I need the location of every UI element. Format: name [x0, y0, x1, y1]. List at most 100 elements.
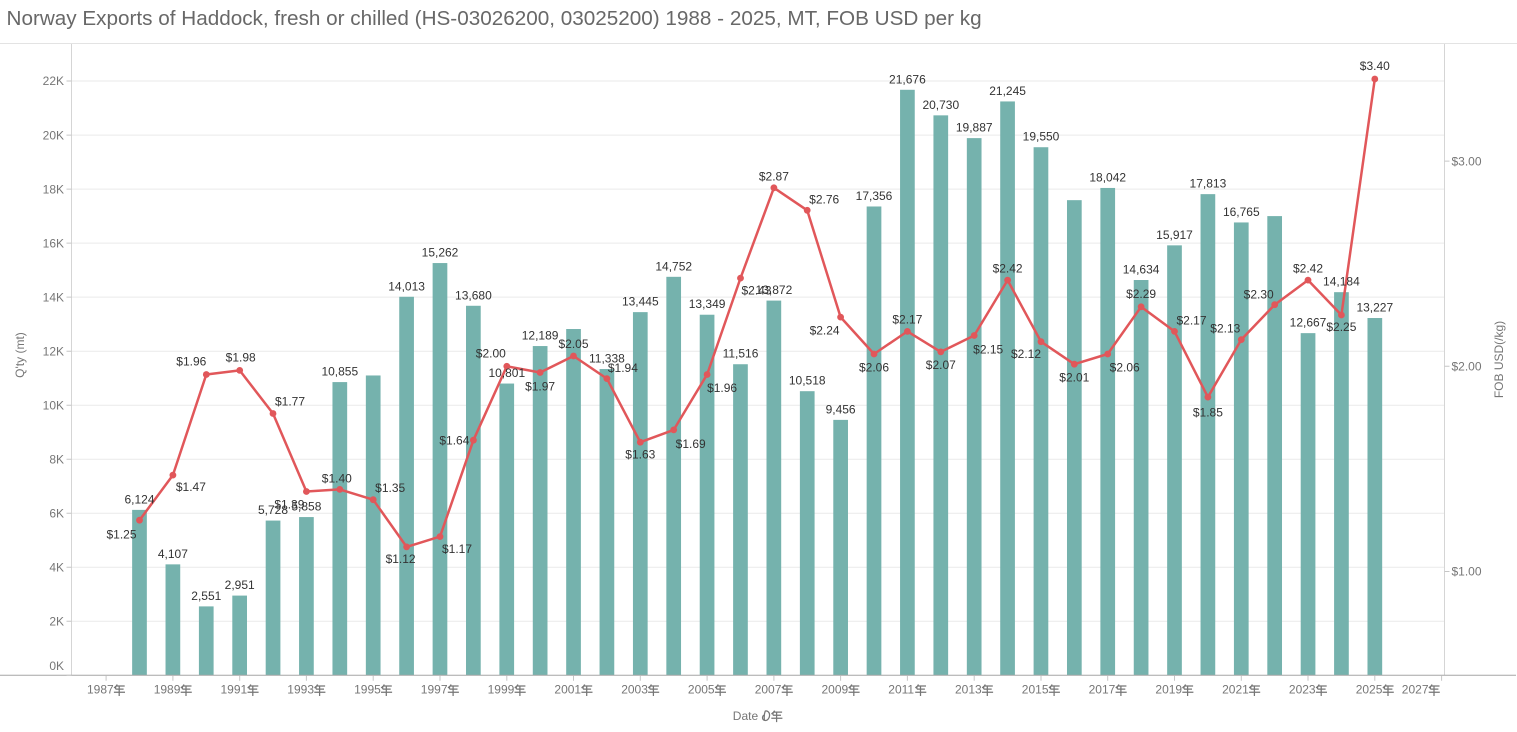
svg-text:15,917: 15,917 — [1156, 228, 1193, 242]
svg-text:12,667: 12,667 — [1290, 316, 1327, 330]
svg-text:$2.06: $2.06 — [859, 361, 889, 375]
svg-text:14,013: 14,013 — [388, 279, 425, 293]
svg-text:1989: 1989 — [154, 683, 181, 697]
svg-text:9,456: 9,456 — [826, 402, 856, 416]
svg-text:17,813: 17,813 — [1190, 177, 1227, 191]
svg-text:2,551: 2,551 — [191, 589, 221, 603]
svg-text:11,516: 11,516 — [723, 347, 759, 361]
svg-text:20K: 20K — [43, 128, 64, 142]
svg-text:14,184: 14,184 — [1323, 275, 1360, 289]
svg-text:2017: 2017 — [1089, 683, 1116, 697]
svg-text:$2.07: $2.07 — [926, 358, 956, 372]
svg-text:Date: Date — [733, 709, 759, 723]
svg-text:$1.00: $1.00 — [1452, 565, 1482, 579]
svg-text:2011: 2011 — [888, 683, 914, 697]
svg-text:19,887: 19,887 — [956, 121, 993, 135]
svg-text:5,728: 5,728 — [258, 503, 288, 517]
svg-text:1987: 1987 — [87, 683, 114, 697]
svg-text:13,445: 13,445 — [622, 295, 659, 309]
svg-text:1991: 1991 — [221, 683, 248, 697]
svg-text:12,189: 12,189 — [522, 329, 559, 343]
svg-text:$1.77: $1.77 — [275, 395, 305, 409]
svg-text:16,765: 16,765 — [1223, 205, 1260, 219]
svg-text:$2.01: $2.01 — [1059, 370, 1089, 384]
svg-text:$3.40: $3.40 — [1360, 59, 1390, 73]
svg-text:13,872: 13,872 — [756, 283, 793, 297]
svg-text:10,855: 10,855 — [321, 365, 358, 379]
svg-text:$2.00: $2.00 — [1452, 360, 1482, 374]
svg-text:2015: 2015 — [1022, 683, 1049, 697]
svg-text:16K: 16K — [43, 236, 64, 250]
svg-text:$1.97: $1.97 — [525, 380, 555, 394]
svg-text:1995: 1995 — [354, 683, 381, 697]
svg-text:13,680: 13,680 — [455, 288, 492, 302]
svg-text:20,730: 20,730 — [922, 98, 959, 112]
svg-text:6,124: 6,124 — [124, 492, 154, 506]
svg-text:$2.17: $2.17 — [1176, 314, 1206, 328]
svg-text:$1.35: $1.35 — [375, 481, 405, 495]
svg-text:$2.29: $2.29 — [1126, 287, 1156, 301]
svg-text:1999: 1999 — [488, 683, 515, 697]
svg-text:10,801: 10,801 — [488, 366, 525, 380]
svg-text:$2.00: $2.00 — [476, 347, 506, 361]
svg-text:$1.25: $1.25 — [106, 527, 136, 541]
svg-text:2025: 2025 — [1356, 683, 1383, 697]
svg-text:$2.42: $2.42 — [993, 261, 1023, 275]
svg-text:17,356: 17,356 — [856, 189, 893, 203]
svg-text:$2.42: $2.42 — [1293, 261, 1323, 275]
svg-text:8K: 8K — [49, 452, 64, 466]
svg-text:14K: 14K — [43, 290, 64, 304]
svg-text:$2.76: $2.76 — [809, 193, 839, 207]
svg-text:2001: 2001 — [554, 683, 581, 697]
svg-text:Norway Exports of Haddock, fre: Norway Exports of Haddock, fresh or chil… — [7, 7, 982, 30]
svg-text:2005: 2005 — [688, 683, 715, 697]
svg-text:21,245: 21,245 — [989, 84, 1026, 98]
svg-text:$1.64: $1.64 — [439, 433, 469, 447]
svg-text:$2.06: $2.06 — [1110, 361, 1140, 375]
svg-text:$1.17: $1.17 — [442, 542, 472, 556]
svg-text:$2.15: $2.15 — [973, 343, 1003, 357]
svg-text:2027: 2027 — [1402, 683, 1429, 697]
svg-text:$2.43: $2.43 — [741, 283, 771, 297]
svg-text:19,550: 19,550 — [1023, 130, 1060, 144]
svg-text:2007: 2007 — [755, 683, 782, 697]
svg-text:1993: 1993 — [287, 683, 314, 697]
svg-text:5,858: 5,858 — [291, 500, 321, 514]
svg-text:Q'ty (mt): Q'ty (mt) — [13, 332, 27, 378]
svg-text:12K: 12K — [43, 344, 64, 358]
svg-text:13,227: 13,227 — [1356, 301, 1393, 315]
svg-text:4K: 4K — [49, 561, 64, 575]
svg-text:$2.87: $2.87 — [759, 170, 789, 184]
svg-text:10,518: 10,518 — [789, 374, 826, 388]
svg-text:15,262: 15,262 — [422, 246, 459, 260]
svg-text:14,634: 14,634 — [1123, 263, 1160, 277]
svg-text:13,349: 13,349 — [689, 297, 726, 311]
svg-text:$2.13: $2.13 — [1210, 321, 1240, 335]
svg-text:14,752: 14,752 — [655, 259, 692, 273]
svg-text:0K: 0K — [49, 659, 64, 673]
svg-text:10K: 10K — [43, 398, 64, 412]
svg-text:1997: 1997 — [421, 683, 448, 697]
svg-text:$1.69: $1.69 — [676, 437, 706, 451]
svg-text:$1.47: $1.47 — [176, 480, 206, 494]
svg-text:2003: 2003 — [621, 683, 648, 697]
svg-text:6K: 6K — [49, 506, 64, 520]
svg-text:4,107: 4,107 — [158, 547, 188, 561]
svg-text:$1.98: $1.98 — [226, 351, 256, 365]
svg-text:$2.25: $2.25 — [1326, 320, 1356, 334]
svg-text:$3.00: $3.00 — [1452, 154, 1482, 168]
svg-text:2013: 2013 — [955, 683, 982, 697]
svg-text:22K: 22K — [43, 74, 64, 88]
svg-text:$1.94: $1.94 — [608, 361, 638, 375]
svg-text:2K: 2K — [49, 615, 64, 629]
svg-text:$1.85: $1.85 — [1193, 405, 1223, 419]
svg-text:$1.96: $1.96 — [707, 381, 737, 395]
svg-text:$2.24: $2.24 — [810, 323, 840, 337]
svg-text:$1.63: $1.63 — [625, 447, 655, 461]
svg-text:2023: 2023 — [1289, 683, 1316, 697]
svg-text:$2.12: $2.12 — [1011, 347, 1041, 361]
svg-text:2021: 2021 — [1222, 683, 1249, 697]
svg-text:$1.12: $1.12 — [386, 552, 416, 566]
svg-text:$1.39: $1.39 — [274, 498, 304, 512]
svg-text:$1.40: $1.40 — [322, 472, 352, 486]
